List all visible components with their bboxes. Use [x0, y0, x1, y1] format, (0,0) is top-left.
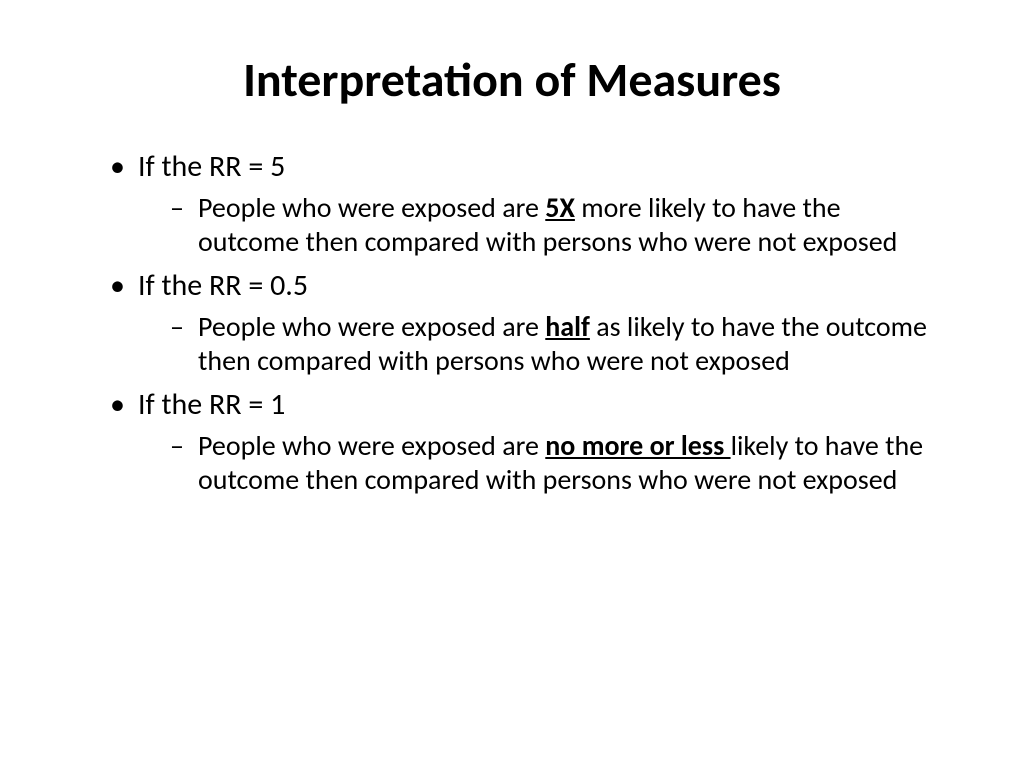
bullet-sub-1: People who were exposed are 5X more like… — [170, 191, 954, 258]
bullet-main-1: If the RR = 5 — [110, 149, 954, 185]
bullet-sub-3: People who were exposed are no more or l… — [170, 429, 954, 496]
bullet-main-3: If the RR = 1 — [110, 387, 954, 423]
slide-title: Interpretation of Measures — [70, 50, 954, 109]
sub-text-emphasis: half — [545, 309, 590, 344]
bullet-main-2: If the RR = 0.5 — [110, 268, 954, 304]
sub-text-emphasis: no more or less — [545, 428, 730, 463]
sub-text-pre: People who were exposed are — [198, 428, 545, 463]
sub-text-pre: People who were exposed are — [198, 190, 545, 225]
sub-text-pre: People who were exposed are — [198, 309, 545, 344]
sub-text-emphasis: 5X — [545, 190, 575, 225]
bullet-sub-2: People who were exposed are half as like… — [170, 310, 954, 377]
